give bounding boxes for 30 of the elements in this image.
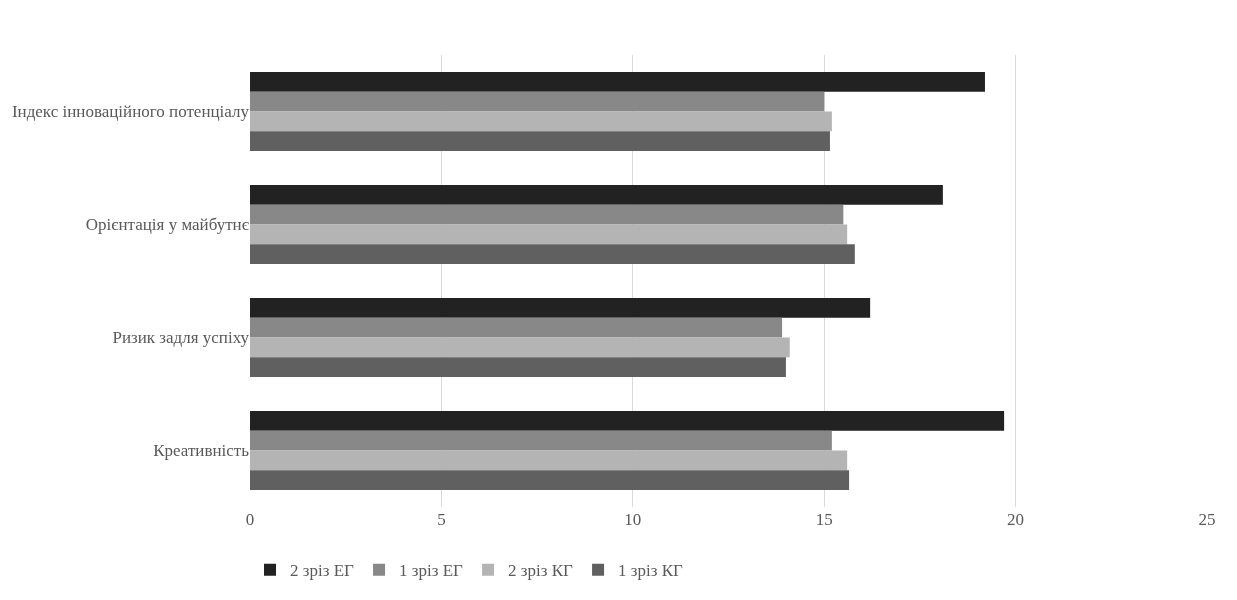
legend-label: 1 зріз КГ xyxy=(618,561,684,581)
legend-label: 2 зріз ЕГ xyxy=(290,561,355,581)
legend-label: 1 зріз ЕГ xyxy=(399,561,464,581)
bar xyxy=(250,357,786,378)
x-tick-label: 0 xyxy=(245,510,255,529)
x-tick-label: 10 xyxy=(624,510,642,529)
y-tick-label: Креативність xyxy=(153,441,250,461)
bar xyxy=(250,111,832,132)
legend-label: 2 зріз КГ xyxy=(508,561,574,581)
bar xyxy=(250,244,855,265)
bar xyxy=(250,184,943,205)
bar xyxy=(250,204,844,225)
y-tick-label: Ризик задля успіху xyxy=(112,328,250,348)
bar xyxy=(250,91,825,112)
bar xyxy=(250,470,850,491)
bar xyxy=(250,430,832,451)
bar xyxy=(250,337,790,358)
bar xyxy=(250,297,871,318)
bar xyxy=(250,410,1005,431)
bar xyxy=(250,450,848,471)
x-tick-label: 5 xyxy=(437,510,446,529)
bar xyxy=(250,224,848,245)
bar xyxy=(250,317,783,338)
y-tick-label: Індекс інноваційного потенціалу xyxy=(11,102,250,122)
bar xyxy=(250,71,985,92)
x-tick-label: 20 xyxy=(1007,510,1025,529)
x-tick-label: 15 xyxy=(815,510,833,529)
y-tick-label: Орієнтація у майбутнє xyxy=(85,215,250,235)
x-tick-label: 25 xyxy=(1198,510,1216,529)
bar xyxy=(250,131,830,152)
